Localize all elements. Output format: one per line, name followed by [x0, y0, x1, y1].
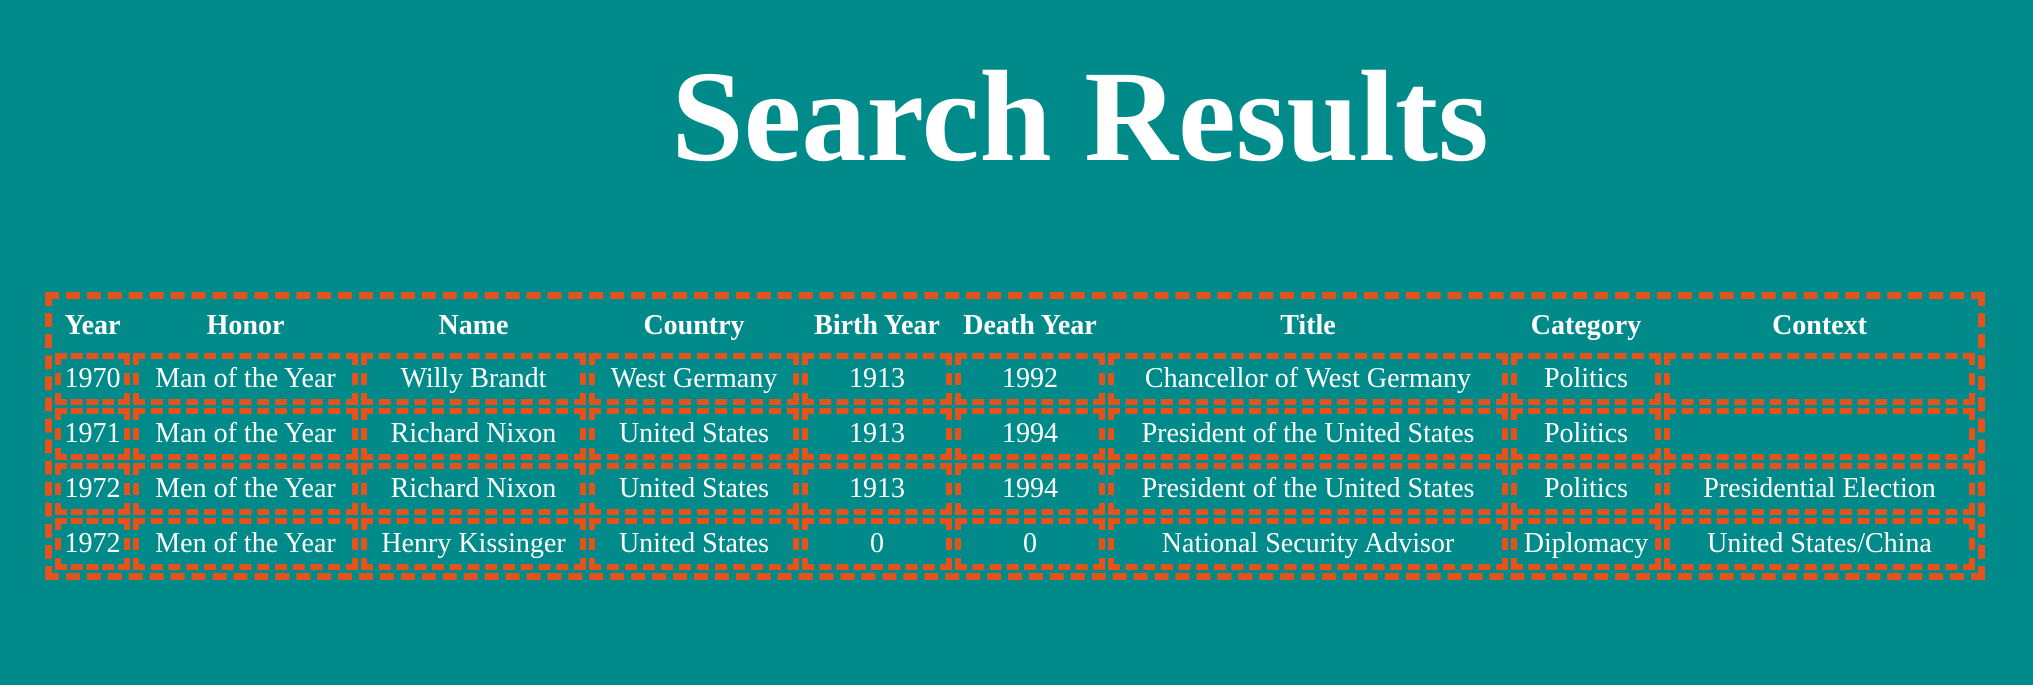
cell-country: West Germany [589, 353, 799, 405]
page-title: Search Results [671, 45, 1489, 189]
cell-name: Willy Brandt [361, 353, 586, 405]
cell-title: Chancellor of West Germany [1108, 353, 1508, 405]
column-header-title: Title [1280, 310, 1336, 341]
table-row: 1972 Men of the Year Henry Kissinger Uni… [55, 518, 1975, 570]
cell-context: Presidential Election [1664, 463, 1975, 515]
results-table: Year Honor Name Country Birth Year Death… [45, 292, 1985, 580]
cell-birth-year: 0 [802, 518, 952, 570]
cell-year: 1972 [55, 518, 130, 570]
cell-name: Henry Kissinger [361, 518, 586, 570]
cell-birth-year: 1913 [802, 353, 952, 405]
cell-death-year: 1992 [955, 353, 1105, 405]
column-header-birth-year: Birth Year [814, 310, 940, 341]
cell-death-year: 1994 [955, 463, 1105, 515]
column-header-context: Context [1772, 310, 1867, 341]
cell-context: United States/China [1664, 518, 1975, 570]
cell-name: Richard Nixon [361, 463, 586, 515]
cell-category: Politics [1511, 408, 1661, 460]
cell-category: Politics [1511, 463, 1661, 515]
cell-country: United States [589, 463, 799, 515]
column-header-year: Year [64, 310, 121, 341]
cell-year: 1971 [55, 408, 130, 460]
cell-death-year: 1994 [955, 408, 1105, 460]
cell-title: President of the United States [1108, 463, 1508, 515]
table-row: 1972 Men of the Year Richard Nixon Unite… [55, 463, 1975, 515]
cell-name: Richard Nixon [361, 408, 586, 460]
cell-title: National Security Advisor [1108, 518, 1508, 570]
cell-context [1664, 408, 1975, 460]
cell-year: 1972 [55, 463, 130, 515]
table-row: 1970 Man of the Year Willy Brandt West G… [55, 353, 1975, 405]
column-header-category: Category [1530, 310, 1642, 341]
cell-honor: Man of the Year [133, 408, 358, 460]
cell-context [1664, 353, 1975, 405]
cell-country: United States [589, 518, 799, 570]
cell-honor: Men of the Year [133, 518, 358, 570]
cell-category: Politics [1511, 353, 1661, 405]
cell-category: Diplomacy [1511, 518, 1661, 570]
cell-birth-year: 1913 [802, 463, 952, 515]
column-header-death-year: Death Year [963, 310, 1097, 341]
cell-honor: Man of the Year [133, 353, 358, 405]
column-header-name: Name [438, 310, 509, 341]
column-header-country: Country [643, 310, 745, 341]
table-header-row: Year Honor Name Country Birth Year Death… [55, 302, 1975, 350]
cell-honor: Men of the Year [133, 463, 358, 515]
cell-birth-year: 1913 [802, 408, 952, 460]
cell-title: President of the United States [1108, 408, 1508, 460]
cell-country: United States [589, 408, 799, 460]
cell-year: 1970 [55, 353, 130, 405]
table-row: 1971 Man of the Year Richard Nixon Unite… [55, 408, 1975, 460]
cell-death-year: 0 [955, 518, 1105, 570]
column-header-honor: Honor [206, 310, 285, 341]
